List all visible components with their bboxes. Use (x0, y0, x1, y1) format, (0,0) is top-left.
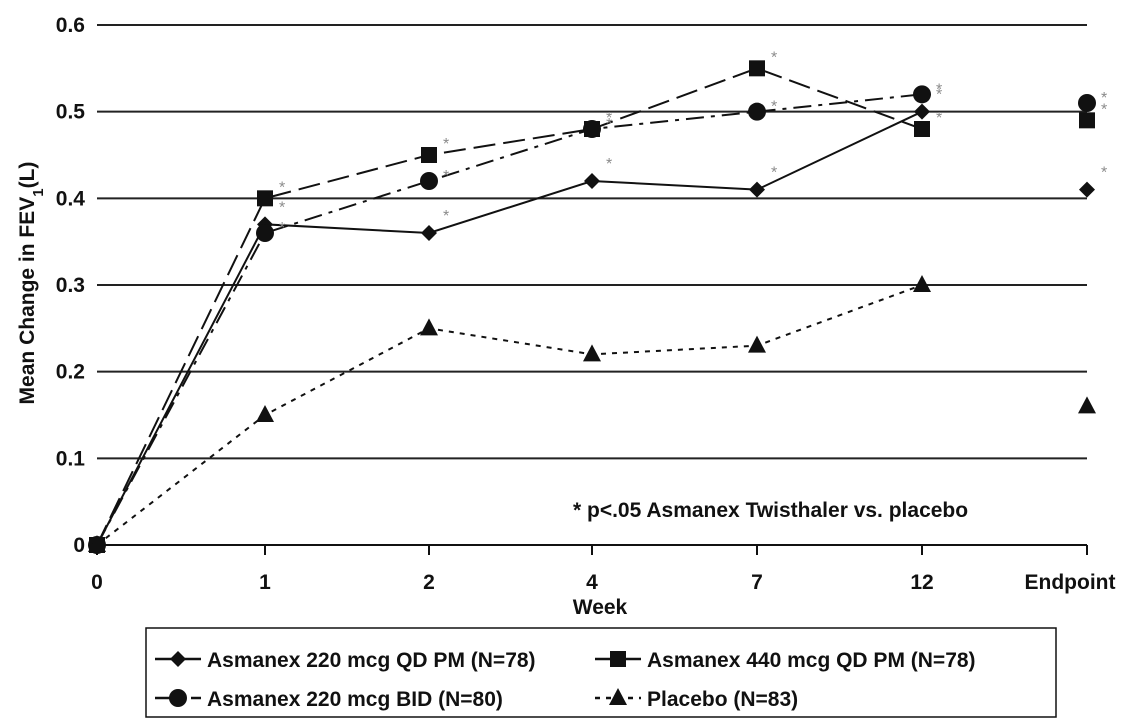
significance-star: * (1101, 90, 1107, 107)
significance-star: * (771, 165, 777, 182)
triangle-marker (256, 405, 274, 422)
significance-star: * (606, 116, 612, 133)
significance-note: * p<.05 Asmanex Twisthaler vs. placebo (573, 499, 968, 522)
y-axis-tick-labels: 0 0.1 0.2 0.3 0.4 0.5 0.6 (56, 14, 86, 557)
y-tick-label: 0.2 (56, 361, 85, 384)
diamond-marker (749, 181, 765, 198)
x-axis-title: Week (573, 596, 628, 619)
circle-marker (748, 102, 766, 121)
series-line (96, 284, 923, 546)
significance-star: * (1101, 101, 1107, 118)
y-tick-label: 0.4 (56, 187, 86, 210)
y-tick-label: 0.5 (56, 101, 86, 124)
circle-marker (256, 224, 274, 242)
diamond-marker (1079, 181, 1095, 198)
y-axis-title-main: Mean Change in FEV (16, 197, 39, 405)
legend-label: Asmanex 440 mcg QD PM (N=78) (647, 649, 976, 672)
diamond-marker (584, 173, 600, 189)
diamond-marker (914, 103, 930, 120)
triangle-marker (583, 344, 601, 362)
triangle-marker (913, 275, 931, 292)
y-axis-title-subscript: 1 (30, 188, 47, 196)
significance-star: * (1101, 165, 1107, 182)
square-marker (749, 60, 765, 77)
legend: Asmanex 220 mcg QD PM (N=78) Asmanex 440 … (145, 627, 1057, 718)
y-tick-label: 0.6 (56, 14, 85, 37)
triangle-marker (609, 688, 627, 705)
legend-label: Placebo (N=83) (647, 688, 798, 711)
series-markers (88, 60, 1096, 554)
x-tick-label: 1 (259, 571, 271, 594)
triangle-marker (1078, 396, 1096, 414)
triangle-marker (88, 535, 106, 552)
y-axis-title-unit: (L) (16, 162, 39, 189)
legend-label: Asmanex 220 mcg BID (N=80) (207, 688, 503, 711)
circle-marker (420, 172, 438, 190)
significance-star: * (279, 220, 285, 237)
significance-star: * (771, 99, 777, 116)
significance-star: * (606, 110, 612, 127)
circle-marker (913, 85, 931, 104)
x-tick-label: 12 (910, 571, 933, 594)
square-marker (257, 190, 273, 207)
x-tick-label: 4 (586, 571, 598, 594)
y-tick-label: 0.3 (56, 274, 85, 297)
triangle-marker (420, 318, 438, 336)
square-marker (914, 121, 930, 137)
x-tick-label: 2 (423, 571, 435, 594)
triangle-marker (748, 335, 766, 353)
square-marker (1079, 112, 1095, 129)
significance-star: * (443, 168, 449, 185)
diamond-marker (421, 225, 437, 241)
series-line (96, 67, 923, 546)
significance-star: * (279, 199, 285, 216)
x-tick-label: 7 (751, 571, 763, 594)
square-marker (421, 147, 437, 163)
y-tick-label: 0 (73, 534, 85, 557)
significance-star: * (279, 179, 285, 196)
significance-star: * (936, 81, 942, 98)
square-marker (610, 651, 626, 667)
x-tick-label: 0 (91, 571, 103, 594)
legend-box (145, 627, 1057, 718)
significance-star: * (443, 136, 449, 153)
y-axis-title: Mean Change in FEV1(L) (16, 162, 47, 405)
significance-star: * (936, 87, 942, 104)
significance-star: * (606, 156, 612, 173)
circle-marker (583, 120, 601, 138)
series-lines (96, 67, 923, 546)
y-tick-label: 0.1 (56, 447, 86, 470)
x-axis-tick-labels: 0 1 2 4 7 12 Endpoint (91, 545, 1115, 594)
x-tick-label: Endpoint (1025, 571, 1116, 594)
series-line (96, 110, 923, 546)
series-line (96, 93, 923, 546)
circle-marker (1078, 94, 1096, 112)
circle-marker (169, 689, 187, 707)
legend-label: Asmanex 220 mcg QD PM (N=78) (207, 649, 536, 672)
diamond-marker (170, 651, 186, 667)
significance-markers: ****************** (279, 49, 1107, 237)
significance-star: * (443, 208, 449, 225)
significance-star: * (771, 49, 777, 66)
significance-star: * (936, 110, 942, 127)
